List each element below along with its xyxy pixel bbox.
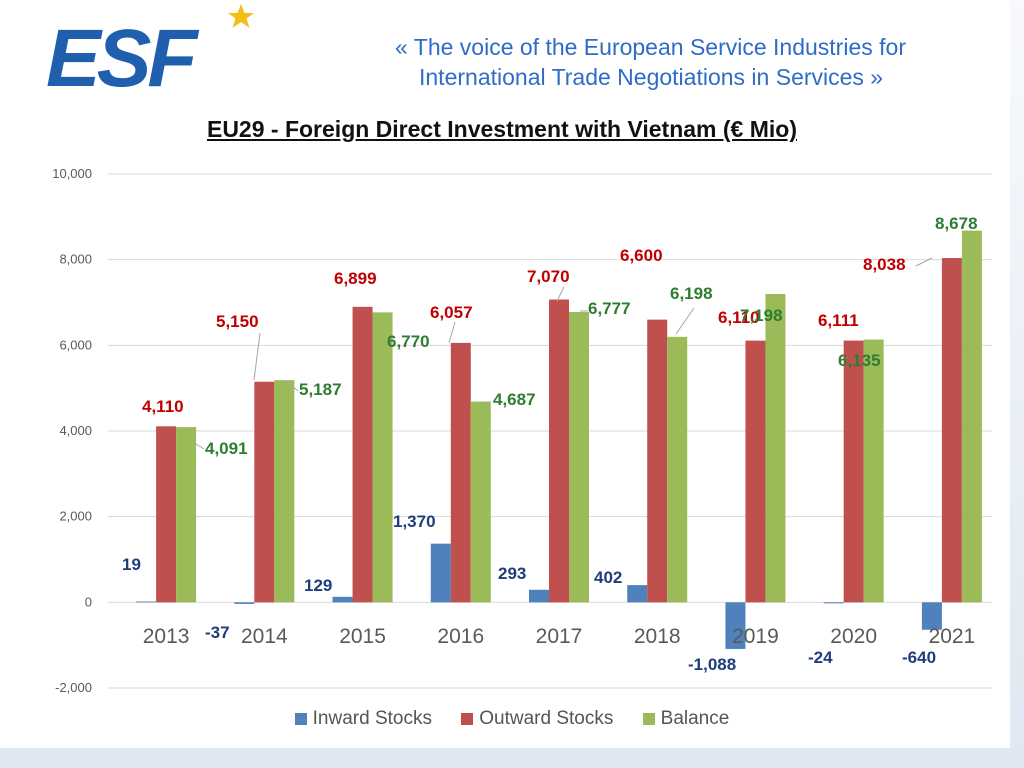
label-layer: 2013 2014 2015 2016 2017 2018 2019 2020 2021 19 -3… <box>122 214 978 674</box>
bar-outward-stocks-2018 <box>647 319 668 603</box>
legend-label-inward: Inward Stocks <box>312 708 432 729</box>
chart-title: EU29 - Foreign Direct Investment with Vi… <box>206 116 797 142</box>
label-leader-line <box>675 307 695 335</box>
bar-balance-2015 <box>372 312 393 603</box>
bar-inward-stocks-2013 <box>136 601 157 603</box>
data-label-outward-stocks-2019: 6,110 <box>718 308 760 327</box>
y-tick-label: 8,000 <box>59 252 92 267</box>
data-label-inward-stocks-2018: 402 <box>594 568 622 587</box>
data-label-balance-2017: 6,777 <box>588 299 631 318</box>
bar-outward-stocks-2013 <box>156 426 177 603</box>
bar-outward-stocks-2019 <box>745 340 766 603</box>
data-label-inward-stocks-2014: -37 <box>205 623 230 642</box>
data-label-balance-2018: 6,198 <box>670 284 713 303</box>
x-tick-label: 2017 <box>536 625 583 648</box>
legend-label-outward: Outward Stocks <box>479 708 614 729</box>
x-tick-label: 2018 <box>634 625 681 648</box>
data-label-outward-stocks-2015: 6,899 <box>334 269 377 288</box>
bar-balance-2021 <box>961 230 982 603</box>
label-leader-line <box>253 332 261 381</box>
label-leader-line <box>448 321 456 344</box>
data-label-outward-stocks-2018: 6,600 <box>620 246 663 265</box>
bar-balance-2016 <box>470 401 491 603</box>
bar-outward-stocks-2015 <box>352 306 373 603</box>
bar-balance-2018 <box>667 336 688 603</box>
legend-inward: Inward Stocks <box>294 708 432 730</box>
y-tick-label: 2,000 <box>59 509 92 524</box>
bar-balance-2020 <box>863 339 884 603</box>
bar-inward-stocks-2021 <box>921 602 942 630</box>
data-label-inward-stocks-2021: -640 <box>902 648 936 667</box>
x-tick-label: 2019 <box>732 625 779 648</box>
data-label-inward-stocks-2015: 129 <box>304 576 332 595</box>
bar-inward-stocks-2016 <box>430 543 451 603</box>
legend-swatch-balance <box>642 712 655 725</box>
data-label-balance-2019: 7,198 <box>740 306 783 325</box>
bar-inward-stocks-2019 <box>725 602 746 649</box>
x-tick-label: 2016 <box>437 625 484 648</box>
data-label-outward-stocks-2013: 4,110 <box>142 397 184 416</box>
tagline: « The voice of the European Service Indu… <box>395 32 995 92</box>
svg-text:ESF: ESF <box>46 13 199 100</box>
y-tick-label: -2,000 <box>55 680 92 695</box>
label-leader-line <box>556 286 565 302</box>
bar-balance-2014 <box>274 380 295 603</box>
bar-outward-stocks-2017 <box>549 299 569 603</box>
star-icon <box>228 4 254 28</box>
bar-inward-stocks-2017 <box>529 589 549 603</box>
esf-logo: ESF <box>46 4 254 100</box>
data-label-balance-2021: 8,678 <box>935 214 978 233</box>
data-label-inward-stocks-2013: 19 <box>122 555 141 574</box>
bar-inward-stocks-2020 <box>823 602 844 604</box>
label-leader-line <box>915 257 933 267</box>
bar-inward-stocks-2018 <box>627 585 648 603</box>
data-label-balance-2020: 6,135 <box>838 351 881 370</box>
data-label-inward-stocks-2019: -1,088 <box>688 655 736 674</box>
bar-balance-2017 <box>569 312 589 603</box>
y-tick-label: 4,000 <box>59 423 92 438</box>
legend-swatch-inward <box>294 712 307 725</box>
data-label-inward-stocks-2017: 293 <box>498 564 526 583</box>
bar-outward-stocks-2016 <box>450 342 471 603</box>
chart-legend: Inward Stocks Outward Stocks Balance <box>0 708 1024 730</box>
slide <box>0 0 1010 748</box>
data-label-inward-stocks-2020: -24 <box>808 648 833 667</box>
bar-outward-stocks-2014 <box>254 381 275 603</box>
tagline-line-2: International Trade Negotiations in Serv… <box>419 64 884 90</box>
x-tick-label: 2013 <box>143 625 190 648</box>
data-label-outward-stocks-2014: 5,150 <box>216 312 259 331</box>
legend-outward: Outward Stocks <box>461 708 613 730</box>
x-tick-label: 2020 <box>830 625 877 648</box>
bar-inward-stocks-2015 <box>332 596 353 603</box>
label-leader-line <box>192 441 205 450</box>
bar-outward-stocks-2021 <box>941 258 962 603</box>
x-tick-label: 2021 <box>929 625 976 648</box>
data-label-outward-stocks-2016: 6,057 <box>430 303 473 322</box>
bar-balance-2013 <box>176 427 197 603</box>
x-tick-label: 2015 <box>339 625 386 648</box>
bar-inward-stocks-2014 <box>234 602 255 604</box>
legend-balance: Balance <box>642 708 730 730</box>
x-tick-label: 2014 <box>241 625 288 648</box>
data-label-balance-2016: 4,687 <box>493 390 536 409</box>
label-leader-line <box>285 380 299 392</box>
data-label-balance-2013: 4,091 <box>205 439 248 458</box>
tagline-line-1: « The voice of the European Service Indu… <box>395 34 906 60</box>
data-label-balance-2014: 5,187 <box>299 380 342 399</box>
data-label-outward-stocks-2020: 6,111 <box>818 311 859 330</box>
legend-label-balance: Balance <box>660 708 730 729</box>
legend-swatch-outward <box>461 712 474 725</box>
bar-outward-stocks-2020 <box>843 340 864 603</box>
data-label-outward-stocks-2021: 8,038 <box>863 255 906 274</box>
bar-balance-2019 <box>765 294 786 603</box>
bar-layer <box>136 230 982 649</box>
data-label-outward-stocks-2017: 7,070 <box>527 267 570 286</box>
y-tick-label: 0 <box>85 594 92 609</box>
data-label-inward-stocks-2016: 1,370 <box>393 512 436 531</box>
y-tick-label: 10,000 <box>52 166 92 181</box>
data-label-balance-2015: 6,770 <box>387 332 430 351</box>
y-tick-label: 6,000 <box>59 337 92 352</box>
